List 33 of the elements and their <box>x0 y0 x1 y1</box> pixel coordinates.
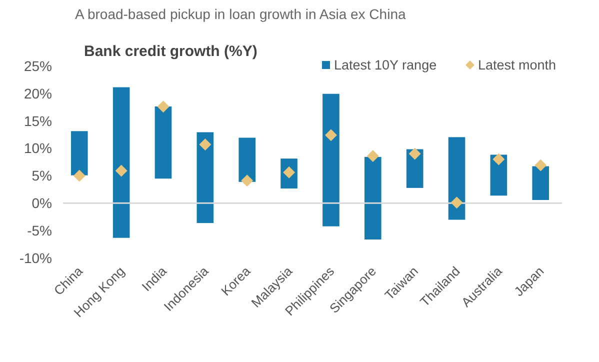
point <box>73 170 86 182</box>
y-tick-label: 5% <box>32 168 52 184</box>
point <box>366 150 379 162</box>
point <box>324 129 337 142</box>
y-tick-label: -5% <box>27 222 52 238</box>
bar <box>489 154 508 196</box>
bar <box>196 131 214 224</box>
bar <box>364 156 382 240</box>
legend-label: Latest 10Y range <box>334 58 437 73</box>
chart-title: A broad-based pickup in loan growth in Asia ex China <box>75 6 406 22</box>
y-tick-label: 20% <box>24 85 52 102</box>
point <box>157 100 170 113</box>
bar <box>448 136 466 221</box>
point <box>492 153 505 166</box>
point <box>534 159 547 172</box>
point <box>450 196 463 209</box>
bar <box>154 106 172 180</box>
bar <box>112 86 131 239</box>
bar <box>531 165 550 201</box>
y-tick-label: 15% <box>24 112 52 129</box>
bar <box>70 130 89 176</box>
bar <box>322 93 340 228</box>
y-tick-label: -10% <box>19 250 52 266</box>
y-tick-label: 25% <box>24 58 52 74</box>
point <box>199 138 212 150</box>
bar <box>238 136 256 183</box>
chart-subtitle: Bank credit growth (%Y) <box>84 43 258 60</box>
point <box>115 164 128 177</box>
legend-label: Latest month <box>478 58 556 73</box>
point <box>241 174 254 187</box>
y-tick-label: 0% <box>32 195 52 212</box>
y-tick-label: 10% <box>24 140 52 156</box>
point <box>408 148 421 160</box>
